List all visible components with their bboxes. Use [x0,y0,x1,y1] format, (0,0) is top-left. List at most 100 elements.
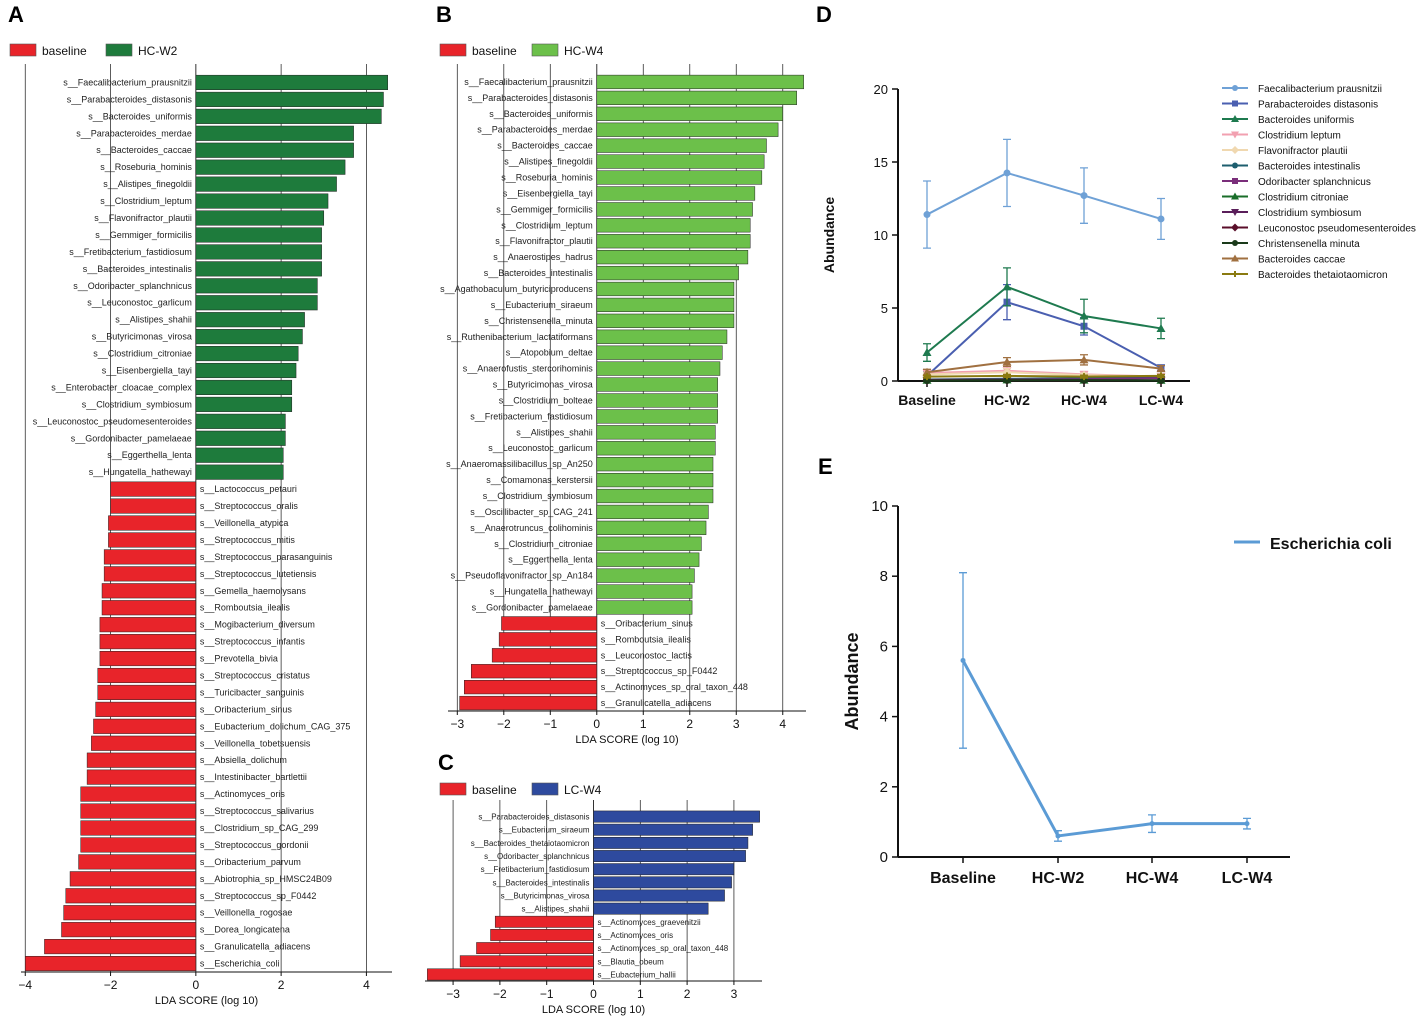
bar-label-s-anaeromassilibacillus-sp-an250: s__Anaeromassilibacillus_sp_An250 [446,459,593,469]
bar-label-s-veillonella-rogosae: s__Veillonella_rogosae [200,908,293,918]
legend-label-leuconostoc-pseudomesenteroides: Leuconostoc pseudomesenteroides [1258,224,1416,235]
legend-label-clostridium-leptum: Clostridium leptum [1258,131,1341,142]
bar-label-s-actinomyces-sp-oral-taxon-448: s__Actinomyces_sp_oral_taxon_448 [601,682,748,692]
bar-label-s-bacteroides-uniformis: s__Bacteroides_uniformis [489,109,593,119]
legend-label-bacteroides-intestinalis: Bacteroides intestinalis [1258,162,1360,173]
bar-s-clostridium-leptum [195,193,329,209]
bar-s-bacteroides-intestinalis [593,876,732,889]
point-bacteroides-caccae-lc-w4 [1156,364,1166,373]
bar-label-s-eubacterium-hallii: s__Eubacterium_hallii [598,970,676,979]
x-tick-label-1: 1 [640,717,647,731]
bar-label-s-anaerotruncus-colihominis: s__Anaerotruncus_colihominis [470,523,593,533]
bar-s-dorea-longicatena [61,922,197,938]
bar-s-agathobaculum-butyriciproducens [596,281,735,297]
bar-s-leuconostoc-lactis [491,648,598,663]
bar-s-parabacteroides-distasonis [195,91,384,107]
bar-s-alistipes-shahii [596,425,716,440]
bar-s-clostridium-citroniae [195,346,299,362]
bar-s-actinomyces-sp-oral-taxon-448 [464,680,598,695]
bar-label-s-veillonella-tobetsuensis: s__Veillonella_tobetsuensis [200,738,311,748]
point-escherichia-coli-hc-w2 [1055,833,1061,839]
bar-label-s-granulicatella-adiacens: s__Granulicatella_adiacens [601,698,712,708]
legend-label-bacteroides-thetaiotaomicron: Bacteroides thetaiotaomicron [1258,270,1388,281]
lda-chart-lc-w4: baseline LC-W4 s__Parabacteroides_distason… [425,782,762,1016]
y-tick-label-6: 6 [880,638,888,655]
bar-label-s-leuconostoc-lactis: s__Leuconostoc_lactis [601,650,693,660]
bar-label-s-actinomyces-oris: s__Actinomyces_oris [200,789,286,799]
legend-label-parabacteroides-distasonis: Parabacteroides distasonis [1258,100,1378,111]
bar-s-gordonibacter-pamelaeae [195,430,286,446]
bar-s-butyricimonas-virosa [596,377,718,392]
legend-marker-clostridium-citroniae [1231,192,1239,200]
panel-label-c: C [438,750,454,775]
legend-marker-bacteroides-uniformis [1231,115,1239,122]
bar-label-s-actinomyces-graevenitzii: s__Actinomyces_graevenitzii [598,918,701,927]
bar-s-escherichia-coli [25,955,197,972]
y-tick-label-20: 20 [874,82,888,97]
panel-label-a: A [8,2,24,27]
bar-s-bacteroides-caccae [596,138,767,153]
bar-label-s-clostridium-symbiosum: s__Clostridium_symbiosum [82,399,192,409]
y-tick-label-10: 10 [871,498,888,515]
x-tick-label-baseline: Baseline [930,870,996,887]
bar-label-s-butyricimonas-virosa: s__Butyricimonas_virosa [501,892,590,901]
point-faecalibacterium-prausnitzii-baseline [923,211,931,219]
bar-label-s-leuconostoc-pseudomesenteroides: s__Leuconostoc_pseudomesenteroides [33,416,193,426]
point-christensenella-minuta-lc-w4 [1157,377,1165,385]
legend-label-hc-w2: HC-W2 [138,44,178,58]
bar-label-s-alistipes-shahii: s__Alistipes_shahii [521,905,589,914]
bar-label-s-streptococcus-cristatus: s__Streptococcus_cristatus [200,670,311,680]
bar-label-s-veillonella-atypica: s__Veillonella_atypica [200,518,289,528]
bar-label-s-lactococcus-petauri: s__Lactococcus_petauri [200,484,297,494]
bar-s-bacteroides-uniformis [195,108,382,124]
bar-s-eisenbergiella-tayi [596,186,756,201]
legend-label-hc-w4: HC-W4 [564,44,604,58]
point-christensenella-minuta-baseline [923,377,931,385]
x-tick-label-1: −1 [540,987,554,1001]
bar-label-s-eggerthella-lenta: s__Eggerthella_lenta [107,450,192,460]
y-tick-label-0: 0 [880,849,888,866]
bar-label-s-oribacterium-sinus: s__Oribacterium_sinus [200,704,293,714]
bar-s-actinomyces-oris [80,786,197,802]
bar-s-streptococcus-infantis [99,634,197,650]
bar-label-s-bacteroides-uniformis: s__Bacteroides_uniformis [88,111,192,121]
bar-label-s-parabacteroides-distasonis: s__Parabacteroides_distasonis [478,813,589,822]
bar-s-clostridium-bolteae [596,393,718,408]
bar-s-lactococcus-petauri [110,481,197,497]
bar-label-s-oribacterium-sinus: s__Oribacterium_sinus [601,618,694,628]
bar-label-s-gemella-haemolysans: s__Gemella_haemolysans [200,586,307,596]
bar-label-s-parabacteroides-distasonis: s__Parabacteroides_distasonis [67,94,193,104]
bar-s-eggerthella-lenta [195,447,284,463]
bar-s-eisenbergiella-tayi [195,362,297,379]
lda-chart-hc-w4: baseline HC-W4 s__Faecalibacterium_prausni… [439,43,806,746]
bar-label-s-bacteroides-caccae: s__Bacteroides_caccae [96,145,192,155]
bar-label-s-escherichia-coli: s__Escherichia_coli [200,959,280,969]
bar-s-bacteroides-thetaiotaomicron [593,836,749,849]
bar-label-s-clostridium-sp-cag-299: s__Clostridium_sp_CAG_299 [200,823,319,833]
x-tick-label-2: −2 [104,978,118,992]
bar-label-s-gordonibacter-pamelaeae: s__Gordonibacter_pamelaeae [71,433,192,443]
bar-label-s-anaerostipes-hadrus: s__Anaerostipes_hadrus [493,252,593,262]
bar-s-clostridium-sp-cag-299 [80,820,197,836]
bar-label-s-bacteroides-intestinalis: s__Bacteroides_intestinalis [484,268,594,278]
bar-s-alistipes-finegoldii [596,154,765,169]
bar-s-anaerostipes-hadrus [596,250,749,265]
bar-label-s-actinomyces-oris: s__Actinomyces_oris [598,931,674,940]
bar-s-alistipes-finegoldii [195,176,337,192]
bar-s-faecalibacterium-prausnitzii [195,74,388,91]
bar-label-s-prevotella-bivia: s__Prevotella_bivia [200,654,278,664]
bar-s-granulicatella-adiacens [459,695,598,711]
bar-s-streptococcus-sp-f0442 [470,664,598,679]
bar-s-leuconostoc-garlicum [195,295,318,311]
x-tick-label-baseline: Baseline [898,392,956,408]
bar-s-streptococcus-cristatus [97,667,197,684]
bar-s-comamonas-kerstersii [596,472,714,488]
x-tick-label-hc-w2: HC-W2 [1032,870,1085,887]
bar-s-eubacterium-siraeum [593,823,753,836]
legend-marker-parabacteroides-distasonis [1232,100,1238,107]
bar-s-bacteroides-uniformis [596,106,784,121]
legend-label-christensenella-minuta: Christensenella minuta [1258,239,1360,250]
bar-label-s-bacteroides-intestinalis: s__Bacteroides_intestinalis [83,264,193,274]
panel-label-d: D [816,2,832,27]
legend-marker-clostridium-symbiosum [1231,209,1239,216]
